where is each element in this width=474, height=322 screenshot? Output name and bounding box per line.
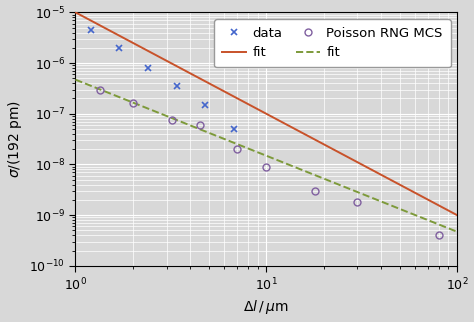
fit: [435, 203, 441, 207]
fit: [454, 213, 460, 217]
X-axis label: $\Delta l\,/\,\mu$m: $\Delta l\,/\,\mu$m: [244, 298, 289, 317]
data: [231, 127, 237, 131]
fit: [88, 84, 94, 88]
data: [174, 84, 180, 88]
fit: [88, 19, 94, 23]
Line: fit: fit: [75, 80, 457, 232]
Poisson RNG MCS: [264, 165, 269, 169]
fit: [174, 118, 180, 122]
Poisson RNG MCS: [436, 233, 441, 237]
Legend: data, fit, Poisson RNG MCS, fit: data, fit, Poisson RNG MCS, fit: [214, 19, 450, 67]
fit: [454, 230, 460, 234]
fit: [435, 222, 441, 226]
Line: data: data: [87, 26, 238, 132]
fit: [144, 106, 149, 110]
fit: [73, 78, 78, 81]
Poisson RNG MCS: [312, 189, 318, 193]
Line: fit: fit: [75, 12, 457, 215]
Line: Poisson RNG MCS: Poisson RNG MCS: [97, 86, 442, 239]
data: [88, 28, 93, 32]
Poisson RNG MCS: [98, 88, 103, 91]
fit: [144, 48, 149, 52]
Poisson RNG MCS: [234, 147, 239, 151]
data: [117, 46, 122, 50]
fit: [422, 217, 428, 221]
Y-axis label: $\sigma$/(192 pm): $\sigma$/(192 pm): [6, 100, 24, 178]
Poisson RNG MCS: [355, 200, 360, 204]
fit: [422, 196, 428, 200]
data: [202, 103, 208, 107]
fit: [96, 87, 101, 91]
fit: [73, 10, 78, 14]
data: [145, 66, 151, 70]
fit: [96, 23, 101, 26]
fit: [174, 64, 180, 68]
Poisson RNG MCS: [169, 118, 175, 122]
Poisson RNG MCS: [130, 101, 136, 105]
Poisson RNG MCS: [197, 123, 203, 127]
